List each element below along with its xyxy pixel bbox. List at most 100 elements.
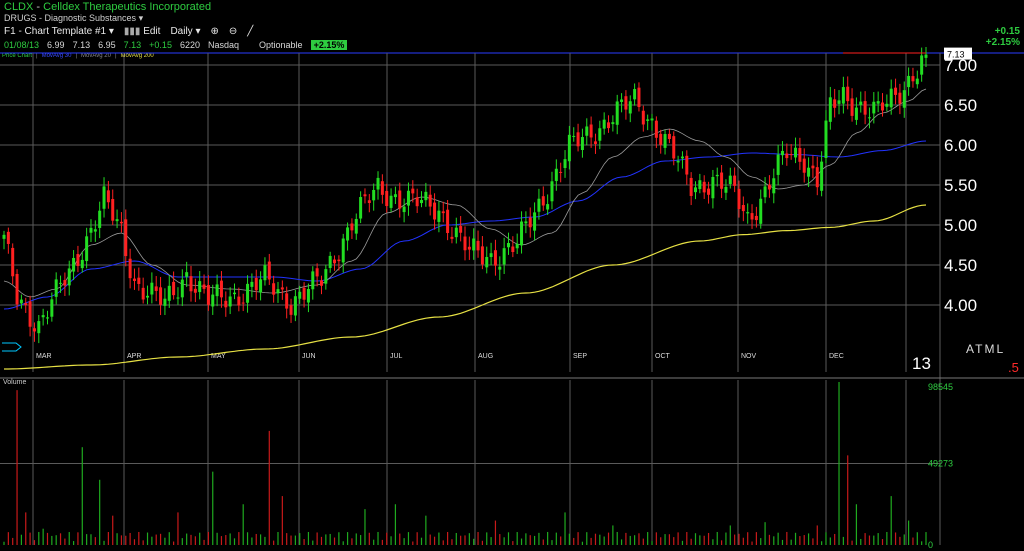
- draw-line-icon[interactable]: ╱: [247, 26, 254, 37]
- period-dropdown[interactable]: Daily ▾: [170, 26, 201, 37]
- volume-bar: [681, 540, 684, 545]
- volume-bar: [325, 534, 327, 545]
- price-axis: 7.00 6.50 6.00 5.50 5.00 4.50 4.00: [944, 56, 977, 315]
- volume-bar: [33, 540, 36, 545]
- zoom-out-icon[interactable]: ⊖: [228, 26, 238, 37]
- candle-body: [506, 242, 510, 248]
- volume-bar: [686, 532, 688, 545]
- volume-bar: [707, 532, 710, 545]
- volume-bar: [720, 540, 723, 545]
- chevron-down-icon: ▾: [138, 13, 144, 23]
- candle-body: [589, 124, 593, 138]
- candle-body: [459, 226, 463, 233]
- volume-bar: [477, 532, 479, 545]
- zoom-in-icon[interactable]: ⊕: [210, 26, 219, 37]
- volume-bar: [203, 539, 205, 545]
- candle-body: [767, 184, 771, 190]
- volume-bar: [264, 536, 266, 545]
- edit-button[interactable]: ▮▮▮ Edit: [124, 26, 161, 37]
- volume-bar: [699, 535, 701, 545]
- candle-body: [132, 278, 136, 281]
- candle-body: [228, 296, 232, 307]
- volume-bar: [842, 536, 844, 545]
- volume-bar: [781, 539, 784, 545]
- candle-body: [620, 99, 624, 102]
- candle-body: [198, 281, 202, 293]
- candle-body: [780, 150, 784, 156]
- atml-indicator[interactable]: ATML: [966, 342, 1005, 356]
- candle-body: [537, 198, 541, 212]
- candle-body: [428, 194, 432, 207]
- quote-optionable: Optionable: [259, 40, 303, 50]
- volume-bar: [364, 509, 366, 545]
- candle-body: [98, 210, 102, 228]
- volume-bar: [625, 532, 627, 545]
- volume-bar: [481, 540, 483, 545]
- candle-body: [302, 287, 306, 300]
- candle-body: [137, 277, 141, 284]
- month-label: APR: [127, 353, 141, 360]
- industry-dropdown[interactable]: DRUGS - Diagnostic Substances ▾: [4, 13, 143, 24]
- volume-bar: [751, 541, 753, 545]
- five-label: .5: [1008, 360, 1019, 375]
- volume-bar: [773, 536, 775, 545]
- candle-body: [233, 292, 236, 295]
- volume-bar: [307, 531, 310, 545]
- candle-body: [515, 243, 519, 249]
- volume-bar: [120, 535, 123, 545]
- candle-body: [541, 196, 545, 206]
- volume-bar: [516, 532, 518, 545]
- volume-tick-label: 0: [928, 540, 933, 550]
- volume-bar: [764, 522, 766, 545]
- volume-bar: [864, 533, 866, 545]
- candle-body: [480, 246, 484, 265]
- volume-bar: [207, 531, 210, 545]
- month-axis: MAR APR MAY JUN JUL AUG SEP OCT NOV DEC: [36, 353, 844, 360]
- volume-bar: [77, 532, 79, 545]
- volume-title: Volume: [3, 379, 27, 386]
- volume-bar: [847, 455, 849, 545]
- volume-bar: [925, 532, 927, 545]
- volume-bar: [816, 525, 818, 545]
- legend-ma200: MovAvg 200: [120, 53, 154, 59]
- candle-body: [376, 177, 380, 190]
- volume-bar: [703, 535, 705, 545]
- volume-bar: [277, 531, 279, 545]
- volume-bar: [551, 540, 553, 545]
- volume-bar: [290, 535, 292, 545]
- template-dropdown[interactable]: F1 - Chart Template #1 ▾: [4, 26, 114, 37]
- candle-body: [441, 211, 445, 214]
- volume-bar: [338, 532, 340, 545]
- edit-label: Edit: [143, 26, 161, 37]
- candle-body: [641, 110, 645, 125]
- volume-bar: [590, 537, 592, 545]
- candle-body: [206, 285, 210, 305]
- volume-bar: [346, 532, 349, 545]
- volume-bar: [407, 532, 410, 545]
- volume-bar: [72, 541, 75, 545]
- volume-grid: [0, 377, 1024, 464]
- volume-bar: [755, 532, 757, 545]
- candle-body: [859, 101, 863, 105]
- candle-body: [685, 155, 689, 175]
- volume-bar: [186, 533, 188, 545]
- month-label: SEP: [573, 353, 587, 360]
- volume-bar: [560, 536, 562, 545]
- volume-bar: [838, 382, 840, 545]
- volume-bar: [233, 538, 236, 545]
- candle-body: [920, 55, 924, 75]
- candle-body: [341, 238, 345, 263]
- volume-bar: [259, 534, 262, 545]
- volume-bar: [312, 540, 314, 545]
- volume-bar: [212, 471, 214, 545]
- industry-label: DRUGS - Diagnostic Substances: [4, 13, 137, 23]
- candle-body: [237, 296, 241, 306]
- price-tick-label: 5.50: [944, 176, 977, 195]
- volume-bar: [507, 532, 510, 545]
- candle-body: [498, 266, 502, 270]
- volume-bar: [168, 532, 170, 545]
- volume-bar: [716, 531, 718, 545]
- volume-bar: [573, 537, 575, 545]
- legend-ma20: MovAvg 20: [81, 53, 111, 59]
